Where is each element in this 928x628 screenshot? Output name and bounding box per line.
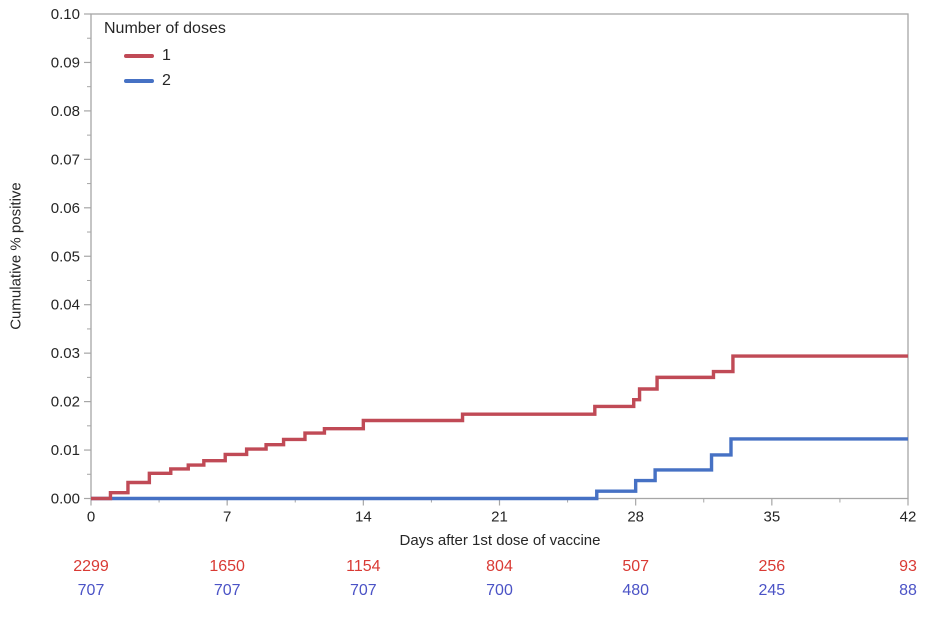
x-tick-label: 28 xyxy=(627,509,644,526)
series-line-dose1 xyxy=(91,354,908,501)
x-tick-label: 0 xyxy=(87,509,95,526)
risk-count-dose2: 88 xyxy=(899,582,917,599)
x-axis-title: Days after 1st dose of vaccine xyxy=(399,532,601,549)
risk-count-dose1: 93 xyxy=(899,558,917,575)
legend: Number of doses 1 2 xyxy=(104,20,226,93)
y-tick-label: 0.05 xyxy=(51,248,80,265)
legend-title: Number of doses xyxy=(104,20,226,37)
risk-count-dose2: 707 xyxy=(214,582,241,599)
risk-count-dose2: 480 xyxy=(622,582,649,599)
y-tick-label: 0.09 xyxy=(51,54,80,71)
dose2-line-swatch xyxy=(124,78,154,83)
risk-count-dose2: 707 xyxy=(78,582,105,599)
legend-item-dose1: 1 xyxy=(104,43,226,68)
risk-count-dose2: 700 xyxy=(486,582,513,599)
legend-item-dose2-label: 2 xyxy=(162,71,171,89)
x-tick-label: 42 xyxy=(900,509,917,526)
y-tick-label: 0.02 xyxy=(51,394,80,411)
dose1-line-swatch xyxy=(124,53,154,58)
y-tick-label: 0.03 xyxy=(51,345,80,362)
y-tick-label: 0.07 xyxy=(51,151,80,168)
legend-item-dose1-label: 1 xyxy=(162,46,171,64)
legend-item-dose2: 2 xyxy=(104,68,226,93)
risk-count-dose1: 1154 xyxy=(346,558,381,575)
risk-count-dose1: 507 xyxy=(622,558,649,575)
y-tick-label: 0.08 xyxy=(51,103,80,120)
risk-count-dose1: 2299 xyxy=(73,558,109,575)
x-tick-label: 21 xyxy=(491,509,508,526)
y-axis-title: Cumulative % positive xyxy=(7,182,25,330)
x-tick-label: 14 xyxy=(355,509,372,526)
x-tick-label: 35 xyxy=(763,509,780,526)
x-tick-label: 7 xyxy=(223,509,231,526)
risk-count-dose2: 707 xyxy=(350,582,377,599)
risk-count-dose1: 256 xyxy=(758,558,785,575)
y-tick-label: 0.10 xyxy=(51,6,80,23)
y-tick-label: 0.06 xyxy=(51,200,80,217)
y-tick-label: 0.00 xyxy=(51,491,80,508)
y-tick-label: 0.01 xyxy=(51,442,80,459)
risk-count-dose1: 804 xyxy=(486,558,513,575)
risk-count-dose1: 1650 xyxy=(209,558,245,575)
y-tick-label: 0.04 xyxy=(51,297,80,314)
risk-count-dose2: 245 xyxy=(758,582,785,599)
series-line-dose2 xyxy=(91,437,908,501)
